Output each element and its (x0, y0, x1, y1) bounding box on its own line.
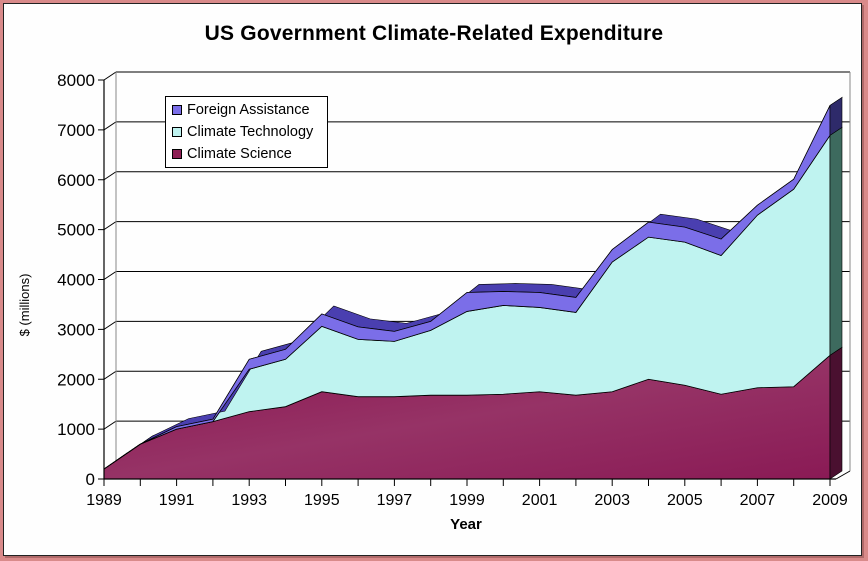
x-axis-label: Year (450, 516, 482, 533)
gridline-diagonal (103, 271, 117, 280)
x-axis-depth (835, 470, 851, 480)
x-tick-label: 1997 (377, 492, 413, 509)
legend-label: Climate Technology (187, 124, 314, 140)
area-climate-science-side (829, 346, 843, 480)
x-tick-label: 2003 (594, 492, 630, 509)
legend-label: Foreign Assistance (187, 102, 310, 118)
x-tick-label: 2009 (812, 492, 848, 509)
gridline-diagonal (103, 370, 117, 380)
legend-item-climate-science: Climate Science (172, 144, 292, 164)
y-tick-label: 8000 (57, 71, 95, 90)
x-tick-label: 1989 (86, 492, 122, 509)
x-tick-label: 2005 (667, 492, 703, 509)
x-tick-label: 1991 (159, 492, 195, 509)
x-tick-label: 1999 (449, 492, 485, 509)
legend-label: Climate Science (187, 146, 292, 162)
gridline-diagonal (103, 121, 117, 131)
area-climate-technology-side (829, 126, 843, 356)
gridline-diagonal (103, 320, 117, 330)
axes (98, 79, 851, 486)
y-tick-label: 2000 (57, 370, 95, 389)
y-tick-label: 0 (86, 470, 95, 489)
gridline-diagonal (103, 71, 117, 81)
x-tick-label: 1993 (231, 492, 267, 509)
legend-item-foreign-assistance: Foreign Assistance (172, 100, 310, 120)
x-tick-label: 2001 (522, 492, 558, 509)
x-tick-label: 1995 (304, 492, 340, 509)
y-tick-label: 3000 (57, 320, 95, 339)
legend-swatch-climate-technology (172, 127, 182, 137)
y-tick-label: 4000 (57, 271, 95, 290)
gridline-diagonal (103, 221, 117, 231)
chart-title: US Government Climate-Related Expenditur… (204, 22, 664, 45)
x-tick-label: 2007 (740, 492, 776, 509)
y-tick-label: 7000 (57, 121, 95, 140)
y-tick-label: 6000 (57, 171, 95, 190)
legend: Foreign Assistance Climate Technology Cl… (165, 96, 328, 168)
legend-item-climate-technology: Climate Technology (172, 122, 313, 142)
gridline-diagonal (103, 171, 117, 181)
legend-swatch-foreign-assistance (172, 105, 182, 115)
area-foreign-assistance-side (829, 96, 843, 136)
gridline-diagonal (103, 420, 117, 430)
y-axis-label: $ (millions) (17, 274, 32, 337)
y-tick-label: 1000 (57, 420, 95, 439)
y-tick-label: 5000 (57, 221, 95, 240)
tick-labels: 0 1000 2000 3000 4000 5000 6000 7000 8000 1989 199… (57, 71, 848, 509)
areas (103, 96, 843, 480)
legend-swatch-climate-science (172, 149, 182, 159)
